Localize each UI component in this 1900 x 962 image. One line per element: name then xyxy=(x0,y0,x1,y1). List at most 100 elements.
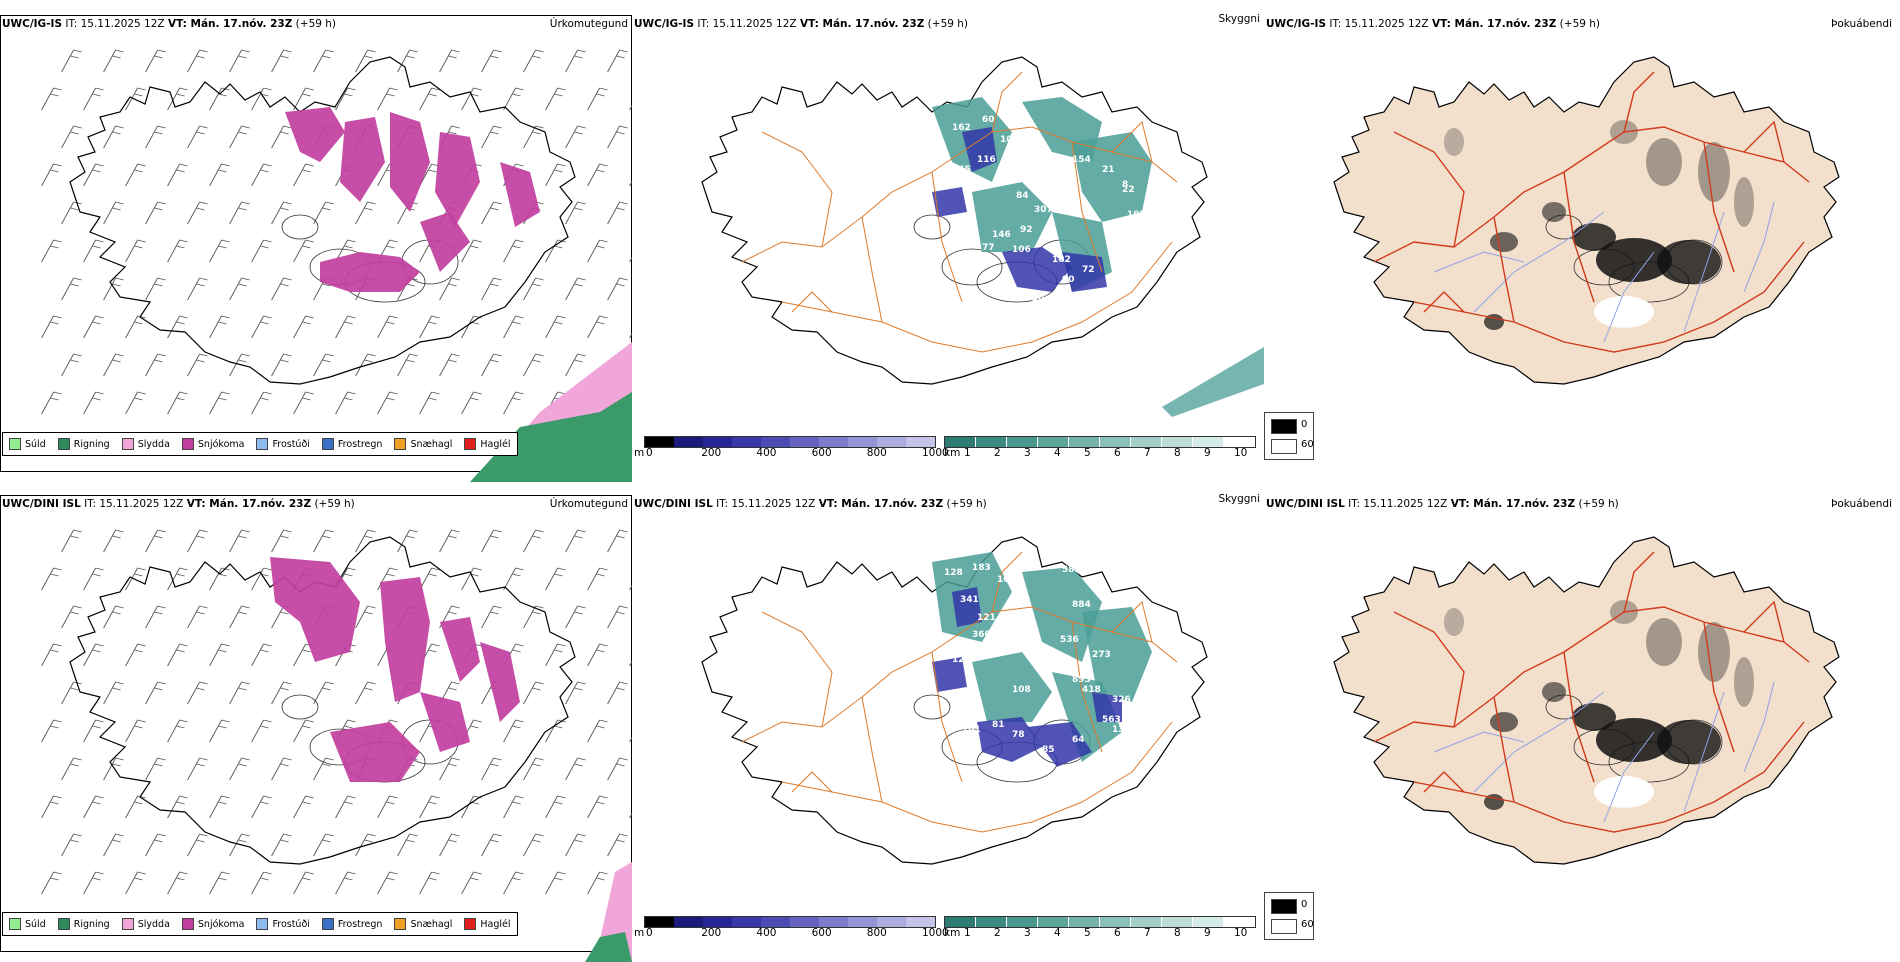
wind-barb xyxy=(103,757,124,781)
cloud-base-label: 101 xyxy=(962,725,981,735)
cloudbase-tick: 1000 xyxy=(922,927,949,939)
lead-time: (+59 h) xyxy=(295,18,337,30)
colorbar-step xyxy=(1038,437,1069,447)
wind-barb xyxy=(523,605,544,629)
legend-item: Slydda xyxy=(121,438,170,450)
wind-barb xyxy=(125,239,146,263)
wind-barb xyxy=(187,833,208,857)
init-time: IT: 15.11.2025 12Z xyxy=(65,18,165,30)
river xyxy=(1743,681,1775,773)
colorbar-step xyxy=(819,437,848,447)
wind-barb xyxy=(209,871,230,895)
wind-barb xyxy=(103,49,124,73)
road xyxy=(1623,71,1655,133)
wind-barb xyxy=(545,567,566,591)
cloudbase-tick: 0 xyxy=(646,927,653,939)
wind-barb xyxy=(251,871,272,895)
wind-barb xyxy=(481,605,502,629)
road xyxy=(1623,551,1655,613)
wind-barb xyxy=(145,125,166,149)
wind-barb xyxy=(377,391,398,415)
road xyxy=(1563,651,1595,783)
road-network xyxy=(741,71,1178,353)
legend-item: Rigning xyxy=(57,438,110,450)
wind-barb xyxy=(229,605,250,629)
river xyxy=(1473,211,1605,313)
wind-barb xyxy=(481,49,502,73)
panel-title: Þokuábendi xyxy=(1831,18,1892,30)
wind-barb xyxy=(125,163,146,187)
wind-barb xyxy=(145,201,166,225)
wind-barb xyxy=(83,315,104,339)
wind-barb xyxy=(209,315,230,339)
panel-title: Þokuábendi xyxy=(1831,498,1892,510)
model-name: UWC/IG-IS xyxy=(1266,18,1327,30)
wind-barb xyxy=(545,239,566,263)
cloudbase-bar xyxy=(644,916,936,928)
cloud-panel-2: 128 183 104 341 121 360 123 108 895 273 326 563 81 78… xyxy=(632,492,1264,962)
panel-header: UWC/DINI ISL IT: 15.11.2025 12Z VT: Mán.… xyxy=(2,498,628,514)
wind-barb xyxy=(503,567,524,591)
panel-header: UWC/IG-IS IT: 15.11.2025 12Z VT: Mán. 17… xyxy=(2,18,628,34)
valid-time: VT: Mán. 17.nóv. 23Z xyxy=(818,498,944,510)
wind-barb xyxy=(209,643,230,667)
legend-swatch xyxy=(394,918,407,930)
snow-patch xyxy=(390,112,430,212)
wind-barb xyxy=(145,277,166,301)
wind-barb xyxy=(439,353,460,377)
low-cloud-base-area xyxy=(977,717,1042,762)
wind-barb xyxy=(125,871,146,895)
road xyxy=(1393,131,1465,248)
colorbar-step xyxy=(848,917,877,927)
cloudbase-tick: 600 xyxy=(811,447,832,459)
river-network xyxy=(1433,681,1775,823)
wind-barb xyxy=(461,871,482,895)
cloud-base-label: 102 xyxy=(1000,135,1019,145)
wind-barb xyxy=(523,353,544,377)
road xyxy=(861,696,883,803)
wind-barb xyxy=(83,391,104,415)
precip-type-panel-2: UWC/DINI ISL IT: 15.11.2025 12Z VT: Mán.… xyxy=(0,492,632,962)
wind-barb xyxy=(83,643,104,667)
cloud-base-label: 326 xyxy=(1112,695,1131,705)
road xyxy=(931,651,963,783)
road xyxy=(991,551,1023,613)
legend-item: Slydda xyxy=(121,918,170,930)
wind-barb xyxy=(397,833,418,857)
wind-barb xyxy=(565,757,586,781)
lead-time: (+59 h) xyxy=(1578,498,1619,510)
wind-barb xyxy=(229,277,250,301)
legend-label: Snjókoma xyxy=(197,438,245,450)
legend-swatch-dark xyxy=(1271,419,1297,434)
wind-barb xyxy=(271,681,292,705)
wind-barb xyxy=(607,681,628,705)
cloud-base-labels: 128 183 104 341 121 360 123 108 895 273 326 563 81 78… xyxy=(944,563,1131,755)
road xyxy=(1743,120,1785,163)
legend-swatch xyxy=(256,438,269,450)
glacier-outline xyxy=(913,214,951,240)
road xyxy=(781,721,1173,833)
cloud-base-label: 78 xyxy=(1012,730,1025,740)
snow-patch xyxy=(340,117,385,202)
colorbar-step xyxy=(1224,917,1255,927)
wind-barb xyxy=(313,529,334,553)
colorbar-step xyxy=(790,437,819,447)
colorbar-step xyxy=(732,917,761,927)
colorbar-step xyxy=(703,437,732,447)
wind-barb xyxy=(271,125,292,149)
cloud-base-label: 360 xyxy=(972,630,991,640)
low-cloud-base-area xyxy=(1062,252,1107,292)
legend-label: Frostregn xyxy=(337,438,383,450)
cloud-base-label: 72 xyxy=(1082,265,1095,275)
wind-barb xyxy=(461,239,482,263)
road xyxy=(1071,141,1103,273)
dark-region xyxy=(1646,138,1682,186)
wind-barb xyxy=(251,239,272,263)
river xyxy=(1683,211,1725,333)
daylight-panel-1: UWC/IG-IS IT: 15.11.2025 12Z VT: Mán. 17… xyxy=(1264,12,1896,482)
wind-barb xyxy=(607,529,628,553)
daylight-legend-2: 0 60 xyxy=(1264,892,1314,940)
lead-time: (+59 h) xyxy=(1559,18,1601,30)
cloud-base-label: 145 xyxy=(952,165,971,175)
model-name: UWC/DINI ISL xyxy=(1266,498,1345,510)
